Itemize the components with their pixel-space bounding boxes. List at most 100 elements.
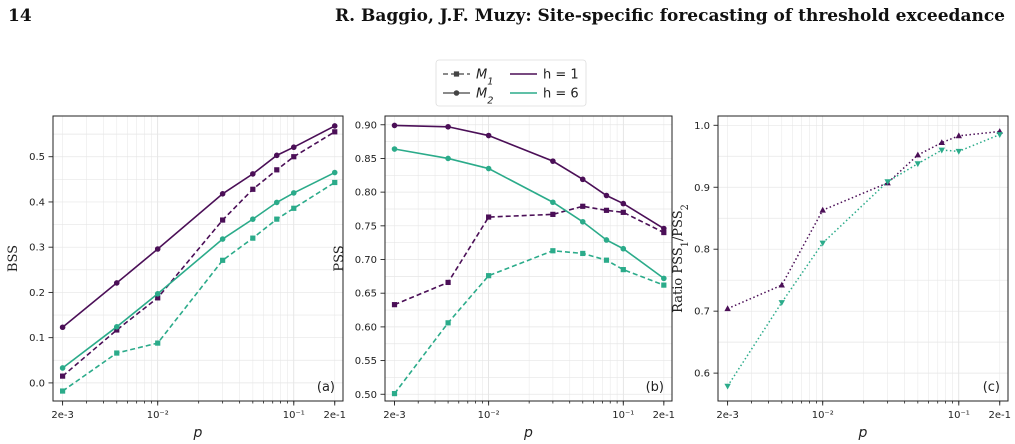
data-point [579, 218, 586, 225]
axes-frame [717, 115, 1009, 402]
data-point [59, 365, 66, 371]
y-tick-label: 0.0 [29, 378, 45, 389]
legend-entry-h1: h = 1 [510, 68, 579, 83]
x-axis-label: p [193, 425, 203, 441]
data-point [391, 146, 398, 152]
data-point [778, 281, 785, 288]
data-point [273, 152, 280, 159]
x-tick-label: 10⁻² [147, 410, 169, 421]
series-line [62, 171, 336, 369]
x-tick-label: 2e-1 [323, 410, 346, 421]
data-point [274, 167, 280, 173]
series-line [394, 124, 665, 230]
data-point [250, 186, 256, 192]
data-point [724, 305, 731, 312]
data-point [661, 229, 667, 236]
grid [718, 116, 1008, 401]
data-point [60, 388, 66, 394]
data-point [485, 165, 492, 172]
data-point [391, 390, 398, 397]
y-tick-label: 0.75 [355, 221, 377, 232]
x-axis-label: p [523, 425, 533, 441]
data-point [154, 246, 161, 252]
series-h1 [724, 128, 1003, 312]
data-point [603, 237, 610, 243]
series-line [62, 181, 336, 392]
grid [53, 116, 343, 401]
series-m2-h6 [391, 146, 667, 282]
legend-entry-h6: h = 6 [510, 87, 579, 102]
series-m2-h1 [391, 122, 667, 232]
data-point [661, 275, 667, 282]
data-point [884, 179, 891, 186]
legend-entry-m1: M1 [443, 68, 493, 87]
data-point [155, 340, 161, 346]
series-m1-h1 [60, 129, 338, 379]
y-tick-label: 0.4 [29, 197, 45, 208]
series-line [394, 148, 665, 280]
data-point [579, 176, 586, 183]
data-point [620, 200, 627, 207]
x-tick-label: 10⁻¹ [283, 410, 305, 421]
data-point [445, 123, 451, 130]
data-point [778, 300, 785, 306]
data-point [114, 350, 120, 356]
data-point [603, 207, 610, 213]
legend-label: M2 [476, 87, 493, 107]
data-point [290, 144, 297, 151]
series-line [62, 131, 336, 377]
y-tick-label: 0.3 [29, 243, 45, 254]
y-tick-label: 0.80 [355, 188, 377, 199]
panel-b-pss: 2e-3 10⁻² 10⁻¹ 2e-1 p 0.50 0.55 0.60 0.65 0.70 0.7… [332, 115, 675, 441]
data-point [620, 245, 627, 252]
data-point [391, 302, 398, 308]
y-tick-label: 0.7 [694, 307, 710, 318]
y-tick-label: 0.9 [694, 183, 710, 194]
data-point [938, 139, 945, 146]
y-axis-label: PSS [332, 245, 347, 271]
data-point [580, 203, 586, 209]
x-tick-label: 10⁻¹ [948, 410, 970, 421]
legend-label: h = 1 [543, 68, 579, 83]
plot-area [53, 116, 343, 401]
data-point [250, 171, 256, 177]
series-line [394, 205, 665, 306]
y-tick-label: 0.70 [355, 255, 377, 266]
data-point [114, 327, 120, 333]
data-point [914, 151, 922, 158]
y-axis-label: BSS [6, 245, 21, 272]
series-h6 [724, 132, 1003, 390]
x-axis: 2e-3 10⁻² 10⁻¹ 2e-1 p [716, 401, 1011, 441]
legend-frame [435, 59, 587, 107]
data-point [331, 169, 338, 176]
data-point [290, 190, 297, 196]
series-m2-h6 [59, 169, 338, 371]
data-point [445, 279, 451, 286]
axes-frame [52, 115, 344, 402]
data-point [661, 225, 667, 232]
data-point [661, 282, 667, 288]
series-line [62, 125, 336, 328]
y-axis-label: Ratio PSS1/PSS2 [671, 204, 691, 313]
data-point [486, 273, 492, 279]
y-tick-label: 0.65 [355, 289, 377, 300]
data-point [291, 154, 297, 160]
data-point [291, 205, 297, 211]
data-point [550, 248, 556, 254]
data-point [550, 211, 556, 217]
data-point [938, 147, 945, 154]
data-point [250, 216, 256, 222]
series-line [727, 130, 1000, 310]
data-point [996, 132, 1003, 138]
panel-a-bss: 2e-3 10⁻² 10⁻¹ 2e-1 p 0.0 0.1 0.2 0.3 0.4 0.5 BSS (a… [6, 115, 346, 441]
data-point [220, 217, 226, 223]
y-axis: 0.6 0.7 0.8 0.9 1.0 Ratio PSS1/PSS2 [671, 121, 718, 380]
data-point [550, 158, 556, 164]
data-point [274, 216, 280, 222]
data-point [955, 132, 962, 139]
x-tick-label: 10⁻² [812, 410, 834, 421]
y-tick-label: 0.5 [29, 152, 45, 163]
y-tick-label: 0.55 [355, 356, 377, 367]
x-tick-label: 10⁻¹ [612, 410, 634, 421]
